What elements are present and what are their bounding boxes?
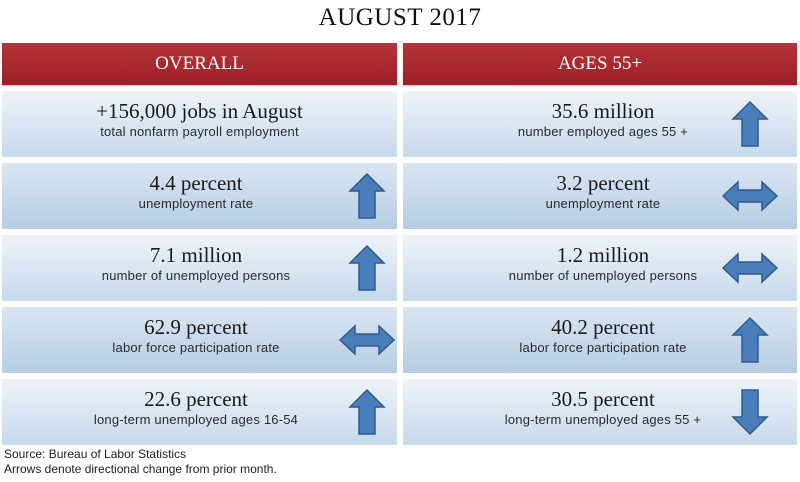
- arrow-legend-note: Arrows denote directional change from pr…: [4, 462, 277, 476]
- metric-label: number of unemployed persons: [101, 268, 291, 283]
- metric-label: total nonfarm payroll employment: [100, 124, 299, 139]
- down-arrow-icon: [721, 387, 779, 437]
- metric-value: 30.5 percent: [551, 387, 655, 411]
- metric-label: number employed ages 55 +: [517, 124, 689, 139]
- metric-label: long-term unemployed ages 55 +: [504, 412, 702, 427]
- metric-label: long-term unemployed ages 16-54: [93, 412, 299, 427]
- metric-label: unemployment rate: [545, 196, 661, 211]
- ages55-row-unemployed-persons: 1.2 million number of unemployed persons: [403, 234, 797, 301]
- overall-row-unemployment-rate: 4.4 percent unemployment rate: [2, 162, 397, 229]
- metric-label: unemployment rate: [138, 196, 254, 211]
- left-right-arrow-icon: [338, 315, 396, 365]
- footer: Source: Bureau of Labor Statistics Arrow…: [4, 447, 277, 477]
- metric-value: 1.2 million: [556, 243, 650, 267]
- up-arrow-icon: [338, 243, 396, 293]
- source-note: Source: Bureau of Labor Statistics: [4, 447, 187, 461]
- overall-row-long-term-unemployed: 22.6 percent long-term unemployed ages 1…: [2, 378, 397, 445]
- metric-value: +156,000 jobs in August: [96, 99, 303, 123]
- metric-value: 40.2 percent: [551, 315, 655, 339]
- header-ages-55: AGES 55+: [403, 43, 797, 85]
- page-title: AUGUST 2017: [318, 4, 482, 31]
- ages55-row-unemployment-rate: 3.2 percent unemployment rate: [403, 162, 797, 229]
- overall-row-participation-rate: 62.9 percent labor force participation r…: [2, 306, 397, 373]
- up-arrow-icon: [721, 315, 779, 365]
- up-arrow-icon: [338, 387, 396, 437]
- ages55-row-participation-rate: 40.2 percent labor force participation r…: [403, 306, 797, 373]
- metric-value: 4.4 percent: [149, 171, 243, 195]
- metric-label: labor force participation rate: [112, 340, 280, 355]
- overall-row-unemployed-persons: 7.1 million number of unemployed persons: [2, 234, 397, 301]
- ages55-row-long-term-unemployed: 30.5 percent long-term unemployed ages 5…: [403, 378, 797, 445]
- metric-value: 7.1 million: [149, 243, 243, 267]
- overall-row-payroll: +156,000 jobs in August total nonfarm pa…: [2, 90, 397, 157]
- metric-value: 3.2 percent: [556, 171, 650, 195]
- metric-value: 62.9 percent: [144, 315, 248, 339]
- metric-value: 35.6 million: [551, 99, 655, 123]
- left-right-arrow-icon: [721, 243, 779, 293]
- metric-value: 22.6 percent: [144, 387, 248, 411]
- left-right-arrow-icon: [721, 171, 779, 221]
- header-overall: OVERALL: [2, 43, 397, 85]
- up-arrow-icon: [338, 171, 396, 221]
- metric-label: number of unemployed persons: [508, 268, 698, 283]
- metric-label: labor force participation rate: [519, 340, 687, 355]
- ages55-row-employed: 35.6 million number employed ages 55 +: [403, 90, 797, 157]
- up-arrow-icon: [721, 99, 779, 149]
